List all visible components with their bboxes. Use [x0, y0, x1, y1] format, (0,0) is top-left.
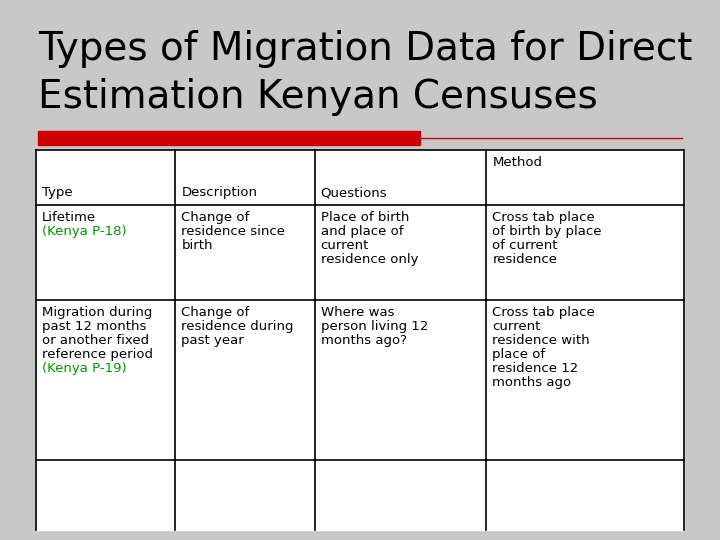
Text: and place of: and place of [320, 225, 403, 238]
Text: (Kenya P-19): (Kenya P-19) [42, 362, 127, 375]
Text: birth: birth [181, 239, 213, 252]
Text: person living 12: person living 12 [320, 320, 428, 333]
Text: or another fixed: or another fixed [42, 334, 149, 347]
Text: Where was: Where was [320, 306, 394, 319]
Text: current: current [320, 239, 369, 252]
Text: Place of birth: Place of birth [320, 211, 409, 224]
Text: residence with: residence with [492, 334, 590, 347]
Text: place of: place of [492, 348, 546, 361]
Bar [36, 150, 684, 530]
Text: Method: Method [492, 156, 542, 169]
Text: current: current [492, 320, 541, 333]
Text: Lifetime: Lifetime [42, 211, 96, 224]
Text: residence during: residence during [181, 320, 294, 333]
Text: Types of Migration Data for Direct: Types of Migration Data for Direct [38, 30, 693, 68]
Text: Cross tab place: Cross tab place [492, 306, 595, 319]
Text: (Kenya P-18): (Kenya P-18) [42, 225, 127, 238]
Text: of current: of current [492, 239, 558, 252]
Text: residence 12: residence 12 [492, 362, 579, 375]
Text: Migration during: Migration during [42, 306, 153, 319]
Text: of birth by place: of birth by place [492, 225, 602, 238]
Bar [38, 131, 420, 145]
Text: residence: residence [492, 253, 557, 266]
Text: Change of: Change of [181, 211, 250, 224]
Text: Description: Description [181, 186, 257, 199]
Text: reference period: reference period [42, 348, 153, 361]
Text: past year: past year [181, 334, 244, 347]
Text: past 12 months: past 12 months [42, 320, 146, 333]
Text: residence only: residence only [320, 253, 418, 266]
Text: Change of: Change of [181, 306, 250, 319]
Text: residence since: residence since [181, 225, 285, 238]
Text: Questions: Questions [320, 186, 387, 199]
Text: months ago?: months ago? [320, 334, 407, 347]
Text: Type: Type [42, 186, 73, 199]
Text: Estimation Kenyan Censuses: Estimation Kenyan Censuses [38, 78, 598, 116]
Text: months ago: months ago [492, 376, 572, 389]
Text: Cross tab place: Cross tab place [492, 211, 595, 224]
